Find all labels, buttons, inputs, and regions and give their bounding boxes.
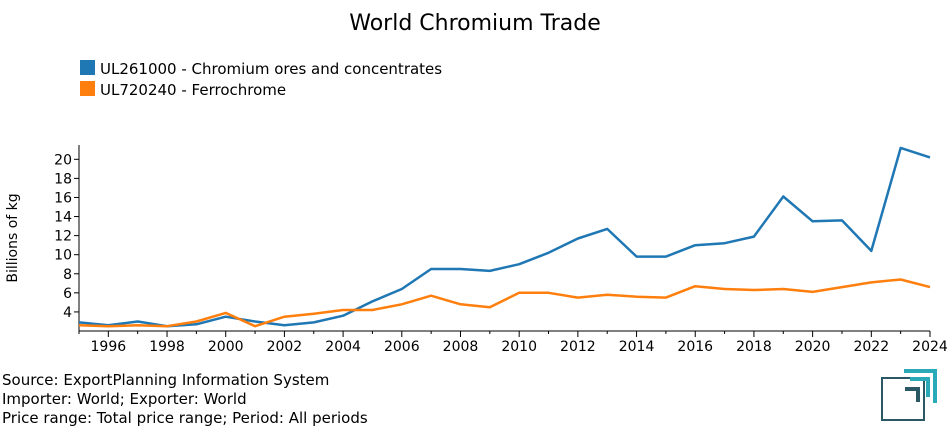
- series-line-ferrochrome: [78, 278, 931, 328]
- y-tick-label: 16: [54, 190, 72, 206]
- x-tick-label: 2012: [560, 339, 596, 355]
- logo-square: [881, 377, 925, 421]
- y-tick-label: 12: [54, 229, 72, 245]
- legend: UL261000 - Chromium ores and concentrate…: [80, 60, 442, 99]
- x-tick-label: 2006: [384, 339, 420, 355]
- series-line-ores: [78, 146, 931, 328]
- legend-swatch-ferrochrome: [80, 81, 95, 96]
- exportplanning-logo: [881, 369, 937, 421]
- chart: World Chromium Trade UL261000 - Chromium…: [5, 11, 948, 355]
- y-tick-label: 4: [63, 305, 72, 321]
- y-axis-label: Billions of kg: [5, 193, 21, 282]
- y-tick-label: 10: [54, 248, 72, 264]
- source-text: Source: ExportPlanning Information Syste…: [2, 371, 330, 389]
- x-tick-label: 2010: [501, 339, 537, 355]
- x-tick-label: 1996: [91, 339, 127, 355]
- y-tick-label: 14: [54, 210, 72, 226]
- x-tick-label: 2004: [325, 339, 361, 355]
- legend-label-ores: UL261000 - Chromium ores and concentrate…: [100, 60, 442, 78]
- x-tick-label: 2014: [619, 339, 655, 355]
- series-lines: [78, 146, 931, 328]
- axes: [78, 145, 930, 332]
- y-ticks: 4 6 8 10 12 14 16 18 20: [54, 152, 79, 321]
- x-tick-label: 2016: [677, 339, 713, 355]
- logo-arrow-inner: [905, 387, 920, 402]
- logo-arrow-mid: [910, 377, 930, 397]
- y-tick-label: 18: [54, 171, 72, 187]
- y-tick-label: 8: [63, 267, 72, 283]
- chart-title: World Chromium Trade: [349, 11, 601, 36]
- x-ticks: 1996 1998 2000 2002 2004 2006 2008 2010 2012 2014…: [78, 331, 948, 355]
- x-tick-label: 2024: [912, 339, 948, 355]
- x-tick-label: 2002: [267, 339, 303, 355]
- x-tick-label: 2000: [208, 339, 244, 355]
- x-tick-label: 2018: [736, 339, 772, 355]
- range-text: Price range: Total price range; Period: …: [2, 409, 368, 427]
- y-tick-label: 20: [54, 152, 72, 168]
- x-tick-label: 2008: [443, 339, 479, 355]
- legend-label-ferrochrome: UL720240 - Ferrochrome: [100, 81, 286, 99]
- x-tick-label: 2022: [853, 339, 889, 355]
- legend-swatch-ores: [80, 60, 95, 75]
- x-tick-label: 2020: [795, 339, 831, 355]
- scope-text: Importer: World; Exporter: World: [2, 390, 247, 408]
- logo-arrow-outer: [904, 369, 937, 403]
- y-tick-label: 6: [63, 286, 72, 302]
- x-tick-label: 1998: [149, 339, 185, 355]
